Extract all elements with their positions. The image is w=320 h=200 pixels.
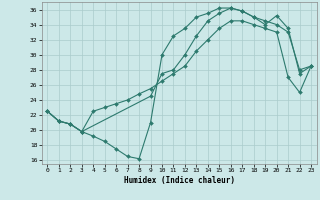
X-axis label: Humidex (Indice chaleur): Humidex (Indice chaleur): [124, 176, 235, 185]
